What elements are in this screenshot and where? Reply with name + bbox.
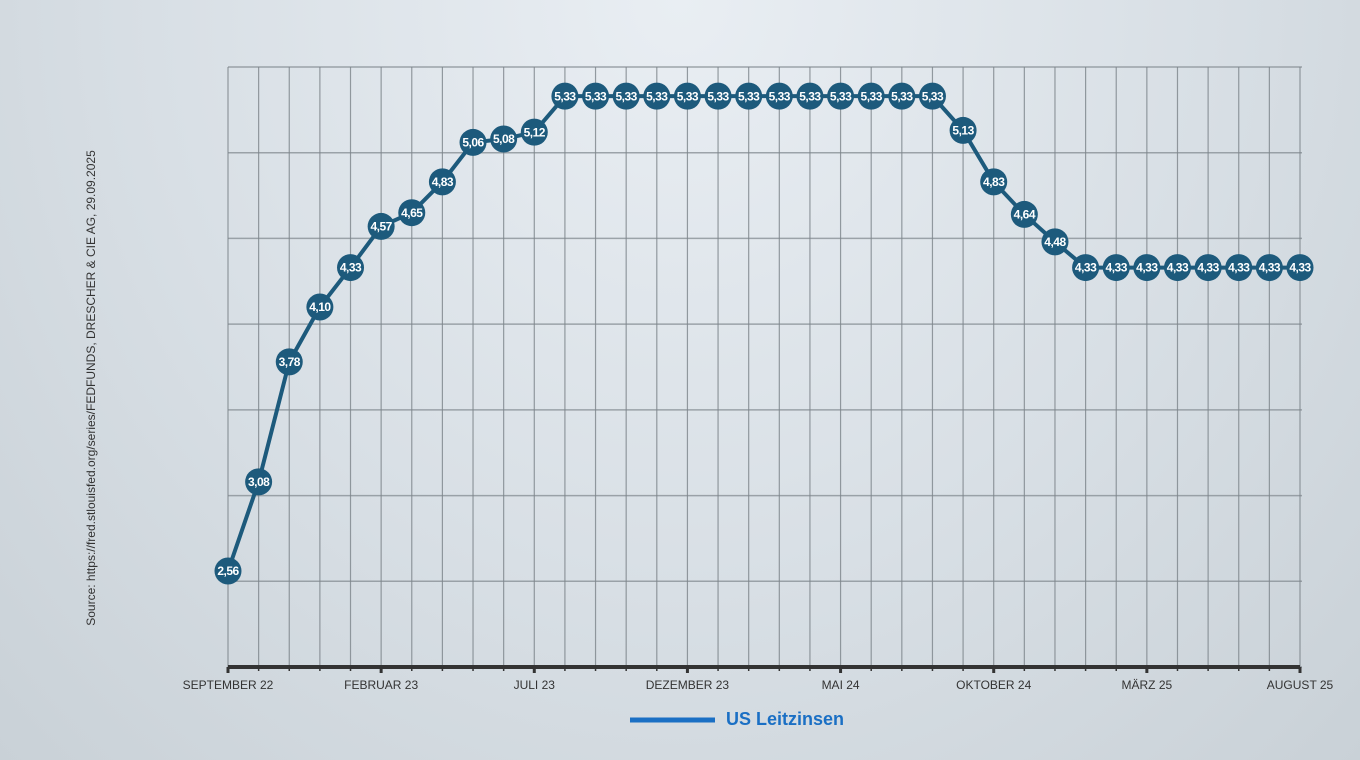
data-point bbox=[275, 348, 303, 376]
data-point bbox=[949, 116, 977, 144]
data-point bbox=[1010, 200, 1038, 228]
data-label: 4,33 bbox=[1289, 261, 1311, 275]
data-label: 5,06 bbox=[462, 136, 484, 150]
x-tick-label: SEPTEMBER 22 bbox=[183, 678, 274, 692]
data-label: 4,33 bbox=[1136, 261, 1158, 275]
data-point bbox=[1133, 254, 1161, 282]
data-point bbox=[306, 293, 334, 321]
data-label: 5,33 bbox=[830, 89, 852, 103]
data-label: 5,33 bbox=[585, 89, 607, 103]
data-point bbox=[643, 82, 671, 110]
data-label: 5,33 bbox=[861, 89, 883, 103]
data-point bbox=[337, 254, 365, 282]
data-point bbox=[1163, 254, 1191, 282]
data-point bbox=[673, 82, 701, 110]
data-point bbox=[735, 82, 763, 110]
data-label: 5,33 bbox=[707, 89, 729, 103]
series-line bbox=[226, 94, 1300, 572]
data-label: 4,57 bbox=[370, 220, 392, 234]
x-tick-label: AUGUST 25 bbox=[1267, 678, 1334, 692]
x-tick-label: MÄRZ 25 bbox=[1122, 678, 1173, 692]
data-label: 5,33 bbox=[799, 89, 821, 103]
data-point bbox=[520, 118, 548, 146]
data-point bbox=[1255, 254, 1283, 282]
data-label: 4,10 bbox=[309, 300, 331, 314]
data-label: 5,33 bbox=[738, 89, 760, 103]
data-point bbox=[551, 82, 579, 110]
data-point bbox=[398, 199, 426, 227]
data-point bbox=[918, 82, 946, 110]
data-point bbox=[582, 82, 610, 110]
data-point bbox=[827, 82, 855, 110]
data-label: 4,33 bbox=[1106, 261, 1128, 275]
data-label: 4,33 bbox=[340, 261, 362, 275]
data-label: 4,33 bbox=[1228, 261, 1250, 275]
data-label: 4,65 bbox=[401, 206, 423, 220]
data-point bbox=[428, 168, 456, 196]
data-label: 3,78 bbox=[279, 355, 301, 369]
data-point bbox=[245, 468, 273, 496]
data-point bbox=[980, 168, 1008, 196]
data-point bbox=[1072, 254, 1100, 282]
data-label: 5,33 bbox=[891, 89, 913, 103]
x-tick-label: FEBRUAR 23 bbox=[344, 678, 418, 692]
data-point bbox=[857, 82, 885, 110]
data-label: 5,33 bbox=[677, 89, 699, 103]
data-point bbox=[1102, 254, 1130, 282]
data-label: 4,33 bbox=[1259, 261, 1281, 275]
data-label: 4,83 bbox=[432, 175, 454, 189]
data-point bbox=[490, 125, 518, 153]
data-point bbox=[1041, 228, 1069, 256]
data-label: 5,33 bbox=[769, 89, 791, 103]
data-point bbox=[1225, 254, 1253, 282]
data-label: 5,12 bbox=[524, 125, 546, 139]
x-tick-label: OKTOBER 24 bbox=[956, 678, 1031, 692]
data-point bbox=[1286, 254, 1314, 282]
data-point bbox=[367, 212, 395, 240]
data-point bbox=[765, 82, 793, 110]
x-tick-label: JULI 23 bbox=[514, 678, 556, 692]
data-point bbox=[796, 82, 824, 110]
legend-label: US Leitzinsen bbox=[726, 709, 844, 729]
data-point bbox=[214, 557, 242, 585]
data-label: 5,33 bbox=[922, 89, 944, 103]
data-label: 3,08 bbox=[248, 475, 270, 489]
data-point bbox=[888, 82, 916, 110]
source-note: Source: https://fred.stlouisfed.org/seri… bbox=[84, 150, 98, 626]
data-label: 4,48 bbox=[1044, 235, 1066, 249]
data-label: 5,33 bbox=[554, 89, 576, 103]
data-point bbox=[704, 82, 732, 110]
data-label: 4,33 bbox=[1075, 261, 1097, 275]
data-label: 4,64 bbox=[1014, 208, 1036, 222]
data-label: 4,33 bbox=[1167, 261, 1189, 275]
data-label: 5,33 bbox=[615, 89, 637, 103]
x-tick-label: DEZEMBER 23 bbox=[646, 678, 730, 692]
data-point bbox=[1194, 254, 1222, 282]
x-tick-label: MAI 24 bbox=[822, 678, 860, 692]
data-label: 5,13 bbox=[952, 124, 974, 138]
data-label: 4,33 bbox=[1197, 261, 1219, 275]
data-label: 2,56 bbox=[217, 564, 239, 578]
data-point bbox=[612, 82, 640, 110]
data-label: 5,33 bbox=[646, 89, 668, 103]
data-label: 4,83 bbox=[983, 175, 1005, 189]
data-point bbox=[459, 128, 487, 156]
data-label: 5,08 bbox=[493, 132, 515, 146]
